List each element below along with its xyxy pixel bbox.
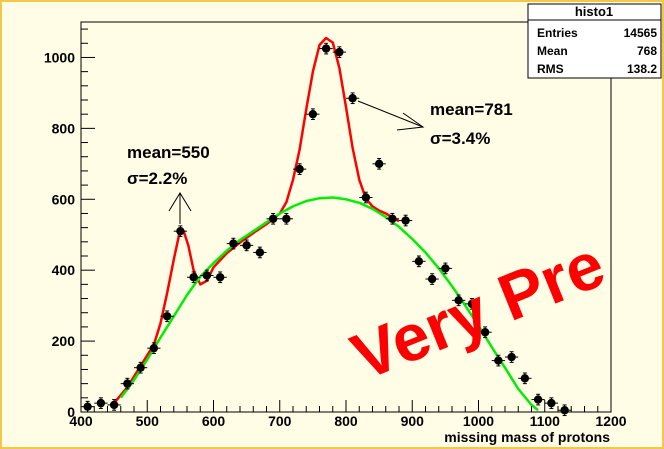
left-peak-sigma-label: σ=2.2% [127,169,187,188]
stats-entries-label: Entries [537,26,578,40]
data-point [134,361,148,374]
x-tick-label: 400 [69,413,93,429]
data-point [558,404,572,417]
left-peak-annotation: mean=550 σ=2.2% [127,143,210,224]
y-tick-label: 200 [52,333,76,349]
data-point [279,212,293,225]
right-peak-arrow [357,100,424,128]
data-point [425,273,439,285]
axes: 400 500 600 700 800 900 1000 1100 1200 0 200 400 600… [44,28,627,429]
y-tick-label: 0 [67,404,75,420]
left-peak-mean-label: mean=550 [127,143,210,162]
data-point [253,246,267,259]
data-point [518,372,532,385]
data-point [200,269,214,282]
data-point [226,237,240,250]
data-point [372,158,386,170]
background-fit-curve [119,196,539,412]
data-point [465,298,479,310]
x-tick-label: 1100 [530,413,561,429]
data-points [81,42,572,417]
left-peak-arrowhead [168,192,192,212]
data-point [385,212,399,225]
right-peak-annotation: mean=781 σ=3.4% [357,100,513,148]
data-point [160,310,174,323]
x-tick-label: 1200 [595,413,626,429]
x-tick-label: 1000 [463,413,494,429]
data-point [452,294,466,307]
data-point [478,326,492,339]
data-point [94,397,108,409]
y-tick-label: 800 [52,120,76,136]
data-point [505,351,519,363]
stats-rms-label: RMS [537,62,564,76]
data-point [399,214,413,227]
data-point [491,354,505,367]
data-point [306,108,320,120]
plot-frame [80,21,612,413]
data-point [120,377,134,390]
data-point [319,42,333,55]
data-point [412,255,426,268]
data-point [266,212,280,225]
data-point [346,92,360,105]
data-point [240,239,254,252]
data-point [147,342,161,354]
x-tick-label: 800 [334,413,358,429]
stats-entries-value: 14565 [624,26,658,40]
y-tick-label: 600 [52,191,76,207]
stats-rms-value: 138.2 [627,62,657,76]
y-tick-label: 400 [52,262,76,278]
y-tick-label: 1000 [44,49,75,65]
right-peak-arrowhead [396,112,425,131]
stats-mean-label: Mean [537,44,568,58]
right-peak-mean-label: mean=781 [430,100,513,119]
x-tick-label: 700 [268,413,292,429]
stats-box-title: histo1 [575,4,613,19]
right-peak-sigma-label: σ=3.4% [430,129,490,148]
data-point [438,262,452,275]
stats-mean-value: 768 [637,44,657,58]
data-point [544,397,558,409]
x-tick-label: 900 [401,413,425,429]
data-point [293,163,307,175]
data-point [107,399,121,411]
data-point [213,271,227,284]
data-point [531,393,545,406]
x-tick-label: 600 [202,413,226,429]
data-point [187,271,201,284]
data-point [173,225,187,237]
x-tick-label: 500 [136,413,160,429]
stats-box: histo1 Entries 14565 Mean 768 RMS 138.2 [527,3,662,79]
data-point [332,46,346,58]
x-axis-label: missing mass of protons [444,429,610,445]
data-point [359,191,373,204]
